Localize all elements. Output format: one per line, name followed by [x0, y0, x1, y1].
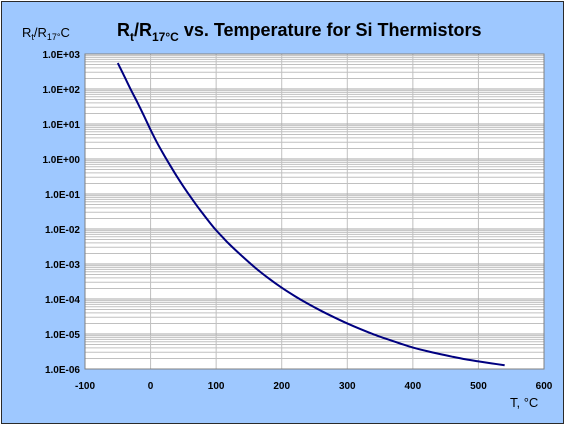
plot-border [84, 53, 545, 370]
x-tick-label: 600 [536, 381, 553, 392]
y-tick-label: 1.0E+02 [42, 85, 80, 96]
y-tick-label: 1.0E-05 [45, 330, 80, 341]
x-tick-label: 300 [339, 381, 356, 392]
x-tick-label: -100 [75, 381, 95, 392]
x-tick-label: 0 [148, 381, 154, 392]
y-axis-label: Rt/R17°C [22, 25, 70, 42]
x-tick-labels: -100 0 100 200 300 400 500 600 [75, 381, 553, 392]
x-tick-label: 400 [405, 381, 422, 392]
plot-area [85, 54, 544, 369]
x-tick-label: 200 [273, 381, 290, 392]
grid-lines [84, 54, 545, 370]
y-tick-label: 1.0E-02 [45, 225, 80, 236]
x-axis-label: T, °C [510, 395, 538, 410]
series-line [116, 62, 505, 367]
x-tick-label: 500 [470, 381, 487, 392]
y-tick-label: 1.0E-04 [45, 295, 80, 306]
y-tick-label: 1.0E+00 [42, 155, 80, 166]
chart-title: Rt/R17°C vs. Temperature for Si Thermist… [117, 20, 482, 44]
y-tick-label: 1.0E+01 [42, 120, 80, 131]
y-tick-label: 1.0E-01 [45, 190, 80, 201]
y-tick-label: 1.0E+03 [42, 50, 80, 61]
y-tick-labels: 1.0E-06 1.0E-05 1.0E-04 1.0E-03 1.0E-02 1.0E-… [42, 50, 80, 376]
y-tick-label: 1.0E-06 [45, 365, 80, 376]
x-tick-label: 100 [208, 381, 225, 392]
y-tick-label: 1.0E-03 [45, 260, 80, 271]
